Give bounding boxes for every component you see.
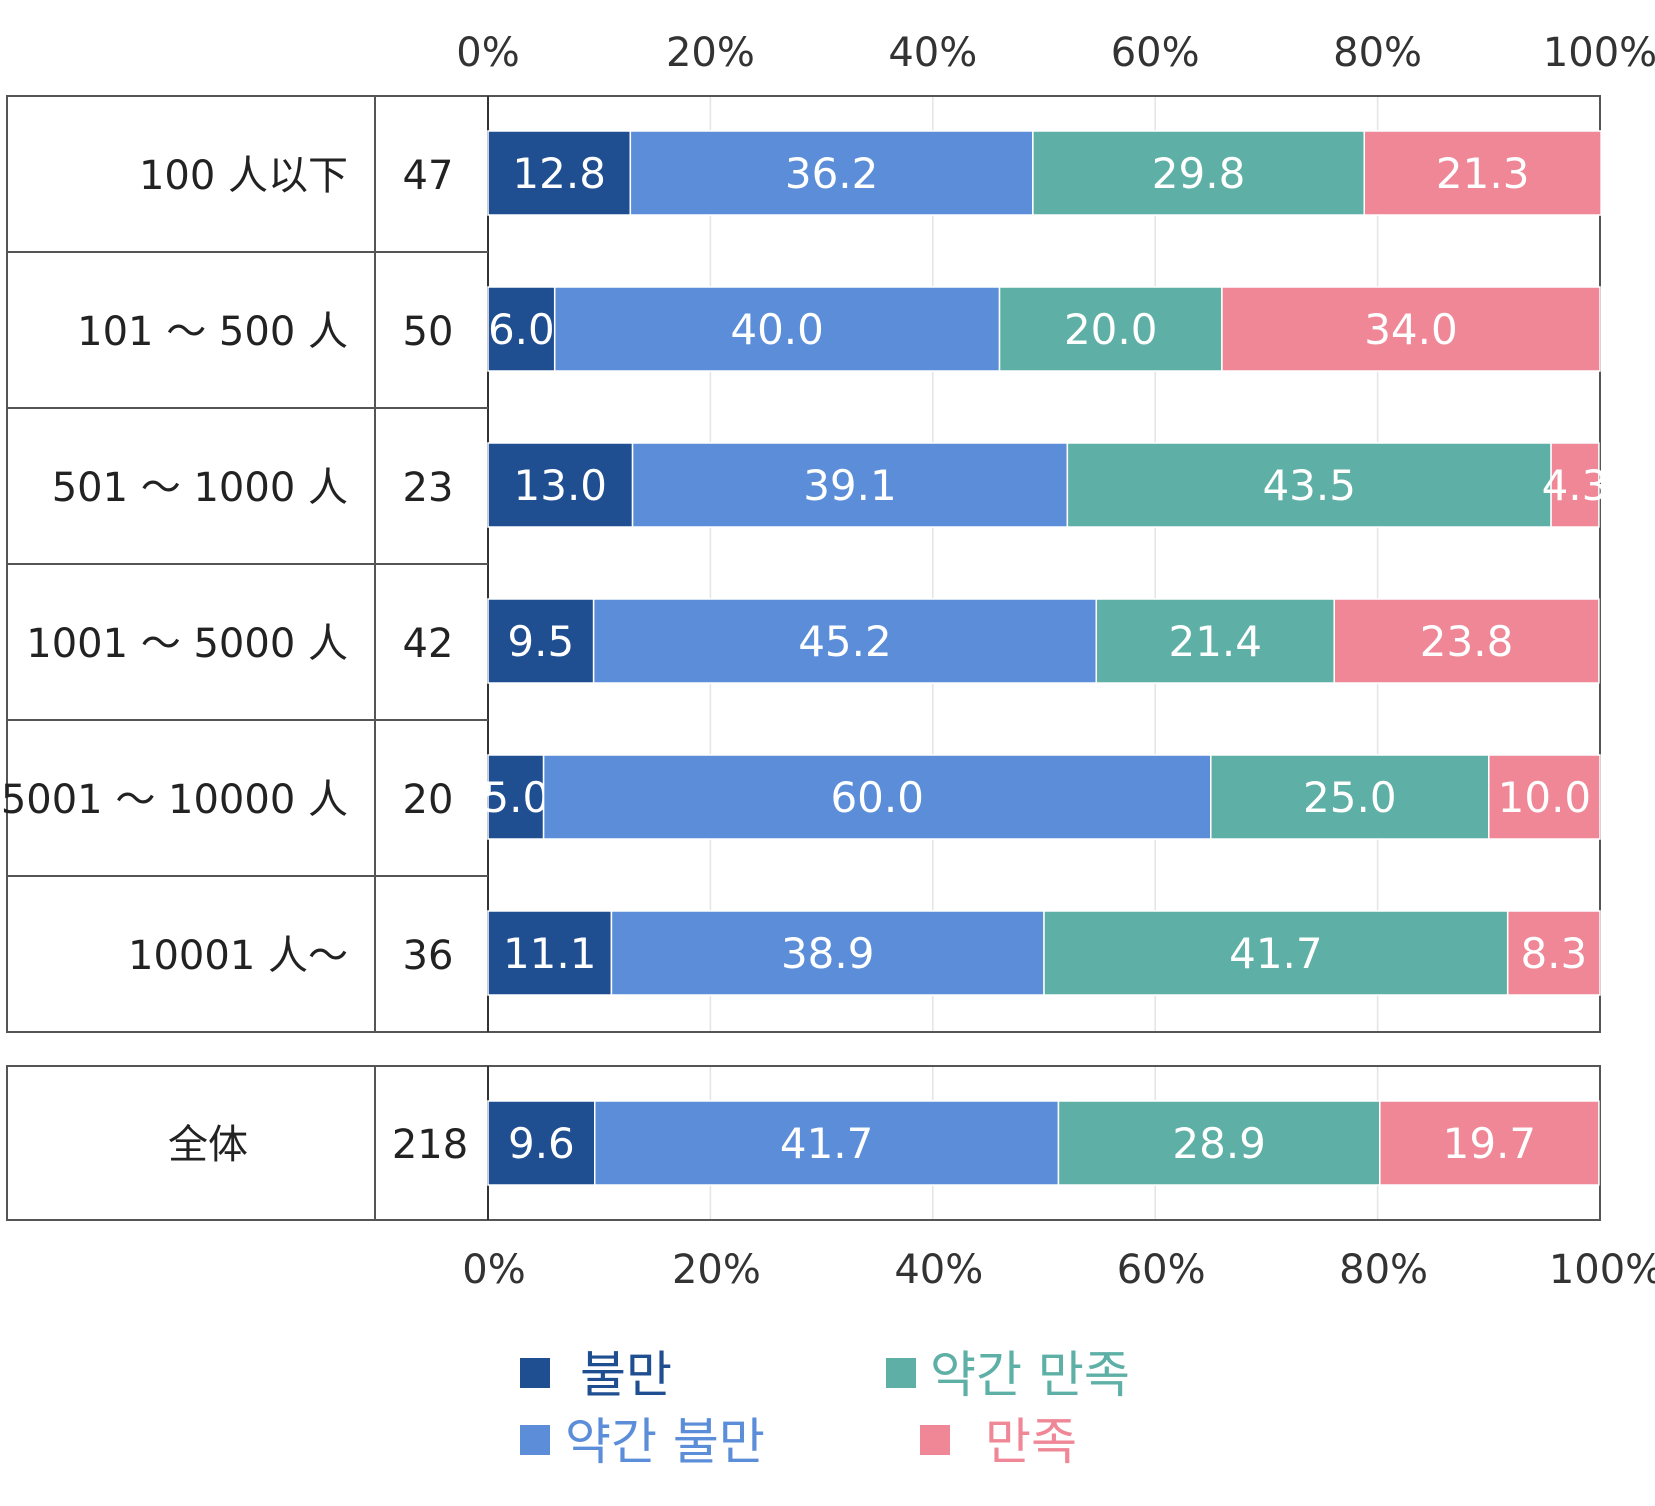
count-label: 50 [403,309,454,355]
bar-segment-total-s3 [1379,1100,1600,1186]
legend-swatch-2 [886,1358,916,1388]
bar-segment-row2-s1 [631,442,1069,528]
data-label-row5-s0: 11.1 [503,929,597,978]
data-label-row1-s1: 40.0 [730,305,824,354]
data-label-row0-s0: 12.8 [512,149,606,198]
data-label-row0-s3: 21.3 [1436,149,1530,198]
category-label: 100 人以下 [139,153,348,199]
legend-swatch-0 [520,1358,550,1388]
category-label: 10001 人〜 [128,933,348,979]
bar-segment-row3-s2 [1095,598,1335,684]
legend-label-2: 약간 만족 [930,1346,1130,1404]
data-label-row4-s1: 60.0 [830,773,924,822]
count-label: 36 [403,933,454,979]
data-label-row3-s3: 23.8 [1420,617,1514,666]
x-tick-label-bottom: 60% [1117,1247,1206,1293]
data-label-row1-s2: 20.0 [1064,305,1158,354]
bar-segment-row4-s1 [542,754,1212,840]
count-label: 23 [403,465,454,511]
x-tick-label-top: 0% [456,30,519,76]
x-tick-label-top: 40% [888,30,977,76]
bar-segment-total-s2 [1057,1100,1381,1186]
data-label-row3-s2: 21.4 [1168,617,1262,666]
x-tick-label-top: 100% [1543,30,1655,76]
legend-label-0: 불만 [580,1346,672,1404]
bar-segment-row0-s0 [487,130,632,216]
data-label-row5-s3: 8.3 [1520,929,1587,978]
bar-segment-row2-s0 [487,442,634,528]
count-label: 47 [403,153,454,199]
x-tick-label-top: 60% [1111,30,1200,76]
bar-segment-row0-s3 [1363,130,1602,216]
data-label-row4-s2: 25.0 [1303,773,1397,822]
total-count-label: 218 [392,1122,468,1168]
bar-segment-total-s0 [487,1100,596,1186]
data-label-row5-s2: 41.7 [1229,929,1323,978]
data-label-total-s1: 41.7 [780,1119,874,1168]
category-label: 101 〜 500 人 [77,309,348,355]
data-label-row5-s1: 38.9 [781,929,875,978]
data-label-row2-s2: 43.5 [1262,461,1356,510]
category-label: 5001 〜 10000 人 [1,777,348,823]
bar-segment-row2-s3 [1550,442,1600,528]
bar-segment-row5-s0 [487,910,613,996]
x-tick-label-bottom: 80% [1339,1247,1428,1293]
data-label-row4-s0: 5.0 [482,773,549,822]
x-tick-label-bottom: 40% [894,1247,983,1293]
bar-segment-row4-s3 [1488,754,1601,840]
x-tick-label-bottom: 20% [672,1247,761,1293]
legend-label-1: 약간 불만 [565,1413,765,1471]
count-label: 42 [403,621,454,667]
bar-segment-row4-s0 [487,754,545,840]
data-label-row3-s0: 9.5 [507,617,574,666]
category-label: 1001 〜 5000 人 [26,621,348,667]
data-label-total-s0: 9.6 [508,1119,575,1168]
data-label-row1-s0: 6.0 [488,305,555,354]
bar-segment-row1-s2 [998,286,1223,372]
total-table-border [6,1065,1601,1221]
data-label-row4-s3: 10.0 [1498,773,1592,822]
bar-segment-row0-s2 [1032,130,1366,216]
bar-segment-row1-s0 [487,286,556,372]
x-tick-label-bottom: 0% [462,1247,525,1293]
x-tick-label-bottom: 100% [1549,1247,1655,1293]
bar-segment-row0-s1 [629,130,1034,216]
legend-swatch-1 [520,1425,550,1455]
bar-segment-row5-s3 [1506,910,1601,996]
legend-label-3: 만족 [985,1413,1077,1471]
bar-segment-row1-s1 [553,286,1001,372]
data-label-total-s3: 19.7 [1443,1119,1537,1168]
data-label-row2-s3: 4.3 [1542,461,1609,510]
x-tick-label-top: 80% [1333,30,1422,76]
legend-swatch-3 [920,1425,950,1455]
bar-segment-row3-s1 [592,598,1098,684]
data-label-row3-s1: 45.2 [798,617,892,666]
category-label: 501 〜 1000 人 [52,465,348,511]
count-label: 20 [403,777,454,823]
bar-segment-row3-s0 [487,598,595,684]
bar-segment-total-s1 [594,1100,1060,1186]
bar-segment-row3-s3 [1333,598,1600,684]
x-tick-label-top: 20% [666,30,755,76]
bar-segment-row1-s3 [1221,286,1601,372]
bar-segment-row2-s2 [1066,442,1552,528]
total-category-label: 全体 [168,1122,248,1168]
data-label-row0-s2: 29.8 [1152,149,1246,198]
bar-segment-row5-s1 [610,910,1045,996]
data-label-row2-s1: 39.1 [803,461,897,510]
data-label-row2-s0: 13.0 [514,461,608,510]
data-label-row1-s3: 34.0 [1364,305,1458,354]
bar-segment-row4-s2 [1210,754,1490,840]
data-label-total-s2: 28.9 [1172,1119,1266,1168]
data-label-row0-s1: 36.2 [785,149,879,198]
